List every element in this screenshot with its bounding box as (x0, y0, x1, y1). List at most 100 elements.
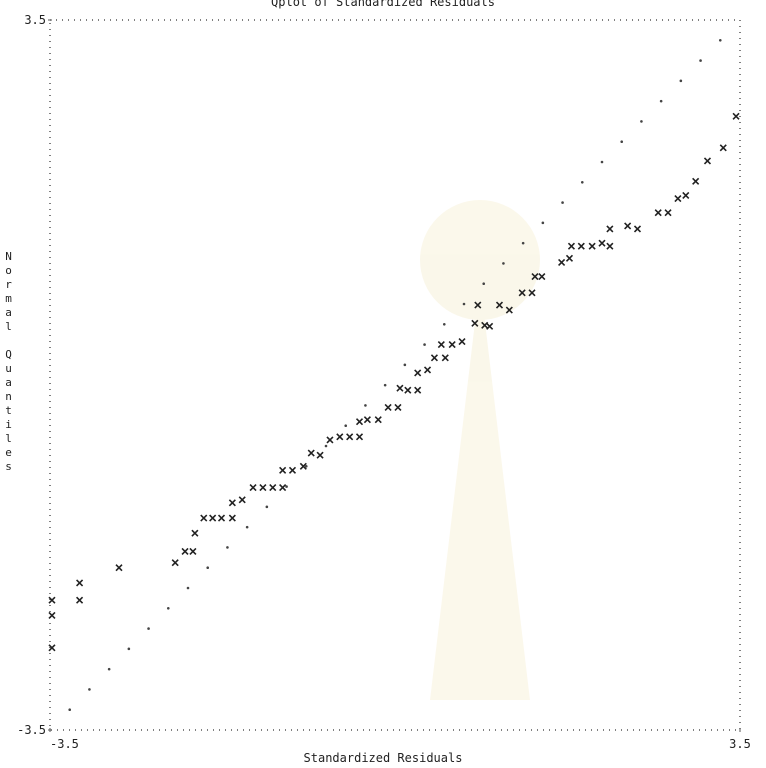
point (693, 178, 699, 184)
chart: Qplot of Standardized Residuals Standard… (0, 0, 766, 768)
point (182, 548, 188, 554)
reference-dot (187, 587, 190, 590)
point (280, 485, 286, 491)
point (655, 210, 661, 216)
reference-dot (364, 404, 367, 407)
reference-dot (443, 323, 446, 326)
reference-dot (423, 343, 426, 346)
point (375, 417, 381, 423)
reference-dot (285, 485, 288, 488)
watermark (420, 200, 540, 700)
point (607, 243, 613, 249)
reference-dot (561, 201, 564, 204)
x-axis-label: Standardized Residuals (304, 751, 463, 765)
point (487, 323, 493, 329)
point (250, 485, 256, 491)
reference-dot (128, 648, 131, 651)
point (599, 240, 605, 246)
reference-dot (502, 262, 505, 265)
y-tick-label: -3.5 (17, 723, 46, 737)
reference-dot (226, 546, 229, 549)
point (49, 597, 55, 603)
point (733, 113, 739, 119)
point (438, 342, 444, 348)
point (431, 355, 437, 361)
point (578, 243, 584, 249)
point (589, 243, 595, 249)
point (219, 515, 225, 521)
point (683, 192, 689, 198)
reference-dot (266, 506, 269, 509)
point (397, 385, 403, 391)
reference-dot (167, 607, 170, 610)
reference-dot (463, 303, 466, 306)
point (566, 255, 572, 261)
reference-dot (680, 80, 683, 83)
point (607, 226, 613, 232)
point (415, 387, 421, 393)
point (625, 223, 631, 229)
point (442, 355, 448, 361)
point (77, 580, 83, 586)
reference-dot (325, 445, 328, 448)
point (77, 597, 83, 603)
point (280, 467, 286, 473)
point (665, 210, 671, 216)
point (385, 404, 391, 410)
point (568, 243, 574, 249)
point (317, 452, 323, 458)
point (459, 339, 465, 345)
reference-dot (482, 282, 485, 285)
chart-title: Qplot of Standardized Residuals (271, 0, 495, 9)
point (260, 485, 266, 491)
point (364, 417, 370, 423)
point (539, 274, 545, 280)
point (270, 485, 276, 491)
x-tick-label: 3.5 (729, 737, 751, 751)
reference-dot (68, 708, 71, 711)
reference-dot (542, 222, 545, 225)
reference-dot (522, 242, 525, 245)
reference-dot (384, 384, 387, 387)
point (210, 515, 216, 521)
point (559, 259, 565, 265)
y-axis-label: Normal Quantiles (2, 250, 15, 474)
reference-dot (601, 161, 604, 164)
reference-dot (88, 688, 91, 691)
reference-dot (147, 627, 150, 630)
point (395, 404, 401, 410)
point (190, 548, 196, 554)
point (405, 387, 411, 393)
point (675, 196, 681, 202)
reference-dot (620, 140, 623, 143)
point (720, 145, 726, 151)
point (116, 565, 122, 571)
point (289, 467, 295, 473)
point (229, 500, 235, 506)
point (327, 437, 333, 443)
point (449, 342, 455, 348)
reference-dot (699, 59, 702, 62)
reference-dot (305, 465, 308, 468)
point (172, 560, 178, 566)
point (425, 367, 431, 373)
reference-dot (581, 181, 584, 184)
point (229, 515, 235, 521)
reference-dot (719, 39, 722, 42)
reference-dot (246, 526, 249, 529)
point (49, 612, 55, 618)
point (357, 419, 363, 425)
point (347, 434, 353, 440)
point (192, 530, 198, 536)
point (415, 370, 421, 376)
reference-dot (404, 364, 407, 367)
y-tick-label: 3.5 (24, 13, 46, 27)
reference-dot (640, 120, 643, 123)
point (704, 158, 710, 164)
reference-dot (660, 100, 663, 103)
reference-dot (344, 424, 347, 427)
point (201, 515, 207, 521)
point (357, 434, 363, 440)
point (337, 434, 343, 440)
x-tick-label: -3.5 (50, 737, 79, 751)
